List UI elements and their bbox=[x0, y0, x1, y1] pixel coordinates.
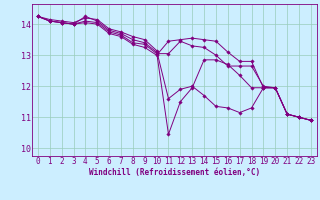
X-axis label: Windchill (Refroidissement éolien,°C): Windchill (Refroidissement éolien,°C) bbox=[89, 168, 260, 177]
